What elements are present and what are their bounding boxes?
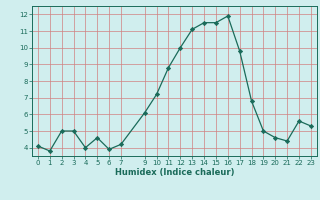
X-axis label: Humidex (Indice chaleur): Humidex (Indice chaleur) — [115, 168, 234, 177]
